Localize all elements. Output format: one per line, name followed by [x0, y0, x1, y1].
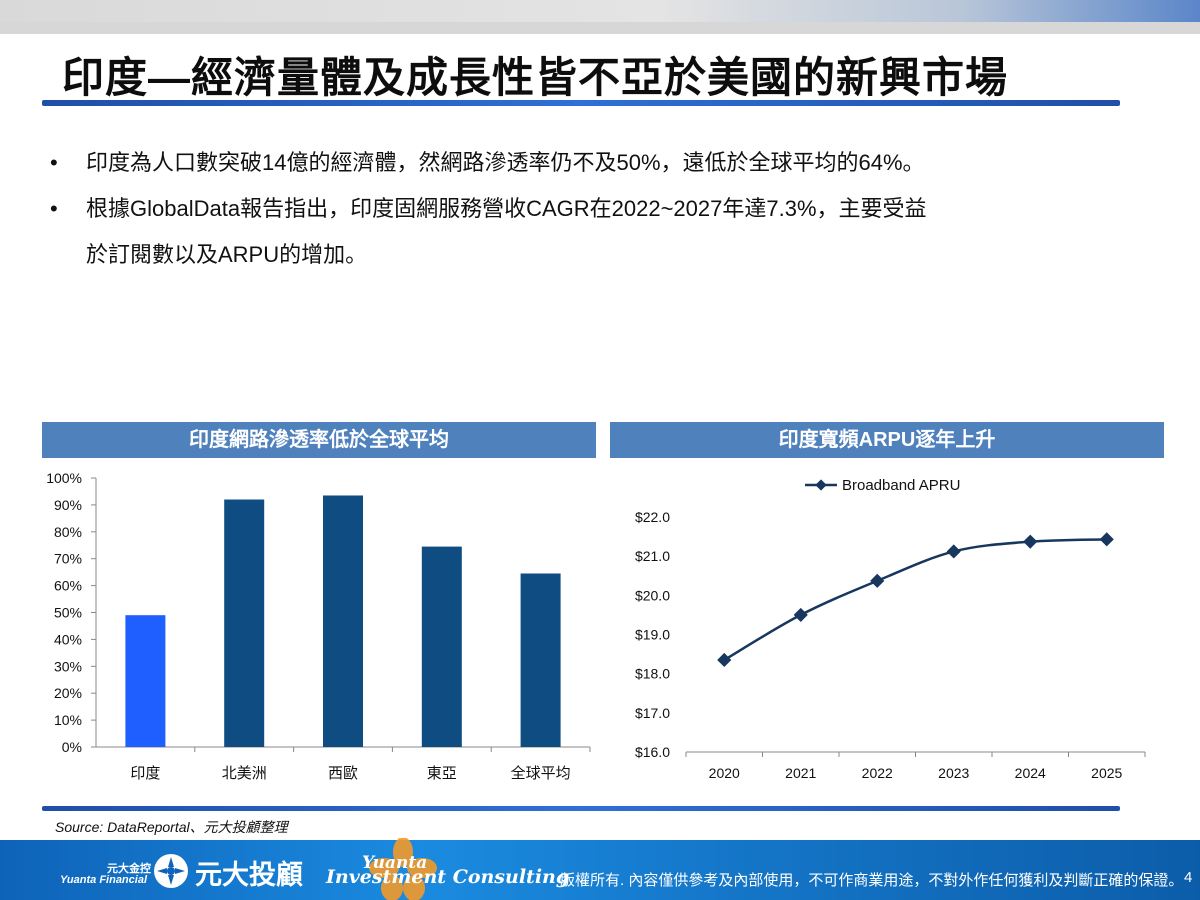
y-tick-label: 20%: [54, 685, 82, 701]
data-point: [946, 544, 961, 559]
y-tick-label: $16.0: [635, 744, 670, 760]
top-banner: [0, 0, 1200, 34]
y-tick-label: 100%: [46, 470, 82, 486]
data-point: [1023, 534, 1038, 549]
disclaimer-text: 版權所有. 內容僅供參考及內部使用，不可作商業用途，不對外作任何獲利及判斷正確的…: [560, 872, 1184, 889]
bullet-marker: •: [50, 150, 58, 175]
title-underline: [42, 100, 1120, 106]
bullet-list: • 印度為人口數突破14億的經濟體，然網路滲透率仍不及50%，遠低於全球平均的6…: [50, 140, 1160, 278]
yuanta-logo-icon: [154, 854, 188, 888]
x-tick-label: 2022: [862, 765, 893, 781]
y-tick-label: $18.0: [635, 666, 670, 682]
bullet-item: • 根據GlobalData報告指出，印度固網服務營收CAGR在2022~202…: [50, 186, 1160, 278]
legend-label: Broadband APRU: [842, 477, 960, 494]
page-number: 4: [1184, 869, 1193, 886]
data-point: [870, 573, 885, 588]
x-tick-label: 2021: [785, 765, 816, 781]
y-tick-label: $17.0: [635, 705, 670, 721]
y-tick-label: 0%: [62, 739, 82, 755]
y-tick-label: $19.0: [635, 627, 670, 643]
bullet-text: 印度為人口數突破14億的經濟體，然網路滲透率仍不及50%，遠低於全球平均的64%…: [86, 150, 925, 175]
bar: [421, 546, 462, 747]
bar: [224, 499, 265, 747]
y-tick-label: $21.0: [635, 548, 670, 564]
line-chart-title: 印度寬頻ARPU逐年上升: [610, 422, 1164, 458]
x-tick-label: 2023: [938, 765, 969, 781]
page-title: 印度—經濟量體及成長性皆不亞於美國的新興市場: [62, 54, 1009, 101]
x-tick-label: 北美洲: [222, 765, 267, 782]
flower-icon: [369, 838, 437, 900]
company-logo-text: 元大投顧: [195, 860, 303, 890]
yuanta-script-logo: Yuanta: [362, 853, 428, 873]
series-line: [723, 538, 1107, 662]
x-tick-label: 西歐: [328, 765, 358, 782]
bar: [125, 615, 166, 747]
x-tick-label: 2024: [1015, 765, 1046, 781]
financial-cn-label: 元大金控: [107, 863, 151, 875]
x-tick-label: 全球平均: [511, 764, 571, 782]
arpu-line-chart: $16.0 $17.0 $18.0 $19.0 $20.0 $21.0 $22.0 2020 2…: [635, 477, 1146, 781]
footer-bar: [0, 840, 1200, 900]
bar-chart-title: 印度網路滲透率低於全球平均: [42, 422, 596, 458]
y-tick-label: 40%: [54, 631, 82, 647]
x-tick-label: 2020: [709, 765, 740, 781]
penetration-bar-chart: 0% 10% 20% 30% 40% 50% 60% 70% 80% 90% 100% 印度 北美洲 西歐…: [46, 470, 591, 782]
bar: [520, 573, 561, 747]
y-tick-label: 60%: [54, 578, 82, 594]
y-tick-label: 30%: [54, 658, 82, 674]
bottom-rule: [42, 806, 1120, 811]
data-point: [1099, 532, 1114, 547]
consulting-logo-text: Investment Consulting: [326, 866, 570, 888]
y-tick-label: $20.0: [635, 587, 670, 603]
legend-marker: [815, 479, 827, 491]
x-tick-label: 印度: [130, 765, 160, 782]
x-tick-label: 東亞: [427, 765, 457, 782]
y-tick-label: 70%: [54, 551, 82, 567]
y-tick-label: 50%: [54, 605, 82, 621]
bullet-marker: •: [50, 196, 58, 221]
source-note: Source: DataReportal、元大投顧整理: [55, 819, 288, 835]
y-tick-label: 10%: [54, 712, 82, 728]
data-point: [717, 652, 732, 668]
financial-en-label: Yuanta Financial: [60, 874, 148, 886]
x-tick-label: 2025: [1091, 765, 1122, 781]
y-tick-label: 90%: [54, 497, 82, 513]
y-tick-label: $22.0: [635, 509, 670, 525]
y-tick-label: 80%: [54, 524, 82, 540]
bullet-item: • 印度為人口數突破14億的經濟體，然網路滲透率仍不及50%，遠低於全球平均的6…: [50, 140, 1160, 186]
bar: [323, 495, 363, 747]
bullet-text: 根據GlobalData報告指出，印度固網服務營收CAGR在2022~2027年…: [86, 196, 927, 267]
data-point: [793, 607, 808, 622]
